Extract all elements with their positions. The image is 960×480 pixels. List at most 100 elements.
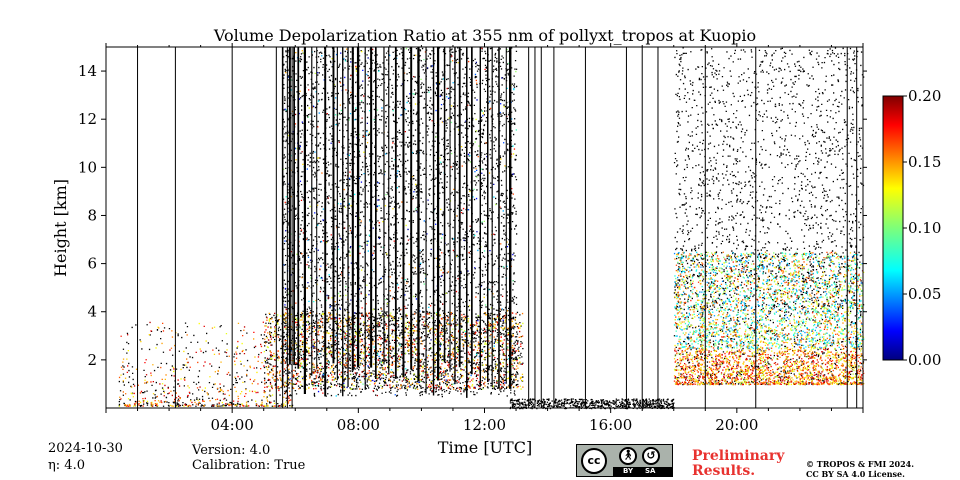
heatmap-pixels: [124, 208, 863, 384]
heatmap-pixels: [385, 153, 863, 347]
heatmap-pixels: [451, 152, 453, 155]
heatmap-pixels: [337, 293, 752, 345]
heatmap-pixels: [284, 108, 286, 110]
heatmap-pixels: [355, 107, 856, 343]
heatmap-pixels: [721, 268, 836, 328]
colorbar-tick-label: 0.10: [908, 219, 941, 237]
heatmap-pixels: [445, 379, 447, 381]
heatmap-pixels: [440, 97, 858, 316]
heatmap-pixels: [499, 111, 501, 114]
heatmap-pixels: [697, 306, 852, 342]
heatmap-pixels: [366, 244, 368, 246]
heatmap-pixels: [459, 275, 859, 345]
heatmap-pixels: [396, 57, 784, 342]
heatmap-pixels: [367, 57, 369, 59]
heatmap-pixels: [299, 269, 831, 385]
heatmap-pixels: [512, 173, 514, 175]
heatmap-pixels: [323, 79, 360, 180]
heatmap-pixels: [349, 251, 775, 254]
x-axis-label: Time [UTC]: [438, 438, 532, 457]
heatmap-pixels: [495, 203, 797, 332]
heatmap-pixels: [318, 58, 863, 278]
heatmap-pixels: [126, 169, 854, 407]
heatmap-pixels: [285, 109, 757, 363]
heatmap-pixels: [674, 268, 832, 337]
heatmap-pixels: [409, 142, 505, 388]
heatmap-pixels: [285, 230, 490, 382]
heatmap-pixels: [702, 289, 851, 349]
heatmap-pixels: [303, 189, 821, 350]
heatmap-pixels: [482, 115, 484, 117]
heatmap-pixels: [338, 141, 340, 143]
heatmap-pixels: [382, 246, 827, 346]
heatmap-pixels: [383, 78, 846, 303]
heatmap-pixels: [125, 289, 849, 407]
heatmap-pixels: [270, 271, 843, 389]
heatmap-pixels: [515, 129, 864, 338]
heatmap-pixels: [274, 190, 863, 389]
heatmap-pixels: [313, 199, 854, 383]
heatmap-pixels: [735, 270, 787, 300]
heatmap-pixels: [350, 299, 352, 301]
heatmap-pixels: [360, 293, 362, 295]
heatmap-pixels: [424, 267, 864, 349]
heatmap-pixels: [386, 255, 804, 319]
heatmap-pixels: [320, 389, 323, 391]
heatmap-pixels: [423, 252, 837, 342]
depolarization-heatmap: [118, 47, 865, 410]
heatmap-pixels: [179, 239, 862, 399]
heatmap-pixels: [729, 314, 731, 316]
colorbar: [882, 95, 904, 361]
heatmap-pixels: [426, 67, 429, 69]
heatmap-pixels: [169, 50, 748, 384]
sa-share-icon: ↺: [642, 447, 660, 465]
heatmap-pixels: [284, 287, 287, 290]
date-label: 2024-10-30: [48, 441, 123, 456]
heatmap-pixels: [814, 337, 816, 339]
copyright-line2: CC BY SA 4.0 License.: [806, 469, 905, 479]
y-axis-label: Height [km]: [51, 179, 70, 277]
heatmap-pixels: [321, 131, 838, 385]
heatmap-pixels: [378, 355, 380, 357]
heatmap-pixels: [396, 187, 840, 348]
license-by-text: BY: [623, 467, 634, 475]
y-tick-label: 8: [87, 206, 97, 224]
heatmap-pixels: [845, 270, 847, 272]
heatmap-pixels: [447, 97, 450, 99]
heatmap-pixels: [283, 234, 846, 380]
heatmap-pixels: [367, 365, 369, 367]
heatmap-pixels: [317, 72, 319, 74]
y-tick-label: 6: [87, 255, 97, 273]
heatmap-pixels: [289, 274, 857, 384]
version-label: Version: 4.0: [192, 443, 271, 458]
heatmap-pixels: [350, 262, 352, 264]
heatmap-pixels: [309, 105, 854, 379]
heatmap-pixels: [328, 120, 840, 386]
heatmap-pixels: [376, 205, 378, 207]
heatmap-pixels: [418, 381, 420, 384]
heatmap-pixels: [489, 264, 829, 346]
heatmap-pixels: [481, 168, 852, 310]
license-sa-text: SA: [645, 467, 656, 475]
heatmap-pixels: [365, 82, 824, 347]
colorbar-tick-label: 0.00: [908, 351, 941, 369]
heatmap-pixels: [350, 246, 352, 248]
cc-by-sa-logo: cc 🚶︎ ↺ BY SA: [576, 444, 673, 477]
heatmap-pixels: [405, 47, 800, 277]
heatmap-pixels: [344, 227, 346, 229]
heatmap-pixels: [277, 254, 857, 388]
heatmap-pixels: [707, 336, 709, 338]
heatmap-pixels: [301, 121, 303, 123]
heatmap-pixels: [737, 308, 829, 345]
heatmap-pixels: [376, 394, 378, 397]
heatmap-pixels: [305, 324, 308, 326]
heatmap-pixels: [379, 253, 792, 359]
heatmap-pixels: [267, 188, 844, 381]
heatmap-pixels: [461, 283, 828, 366]
heatmap-pixels: [283, 264, 285, 266]
heatmap-pixels: [469, 49, 850, 338]
y-tick-label: 4: [87, 303, 97, 321]
heatmap-pixels: [438, 81, 853, 376]
heatmap-pixels: [340, 109, 342, 112]
heatmap-pixels: [290, 274, 292, 276]
